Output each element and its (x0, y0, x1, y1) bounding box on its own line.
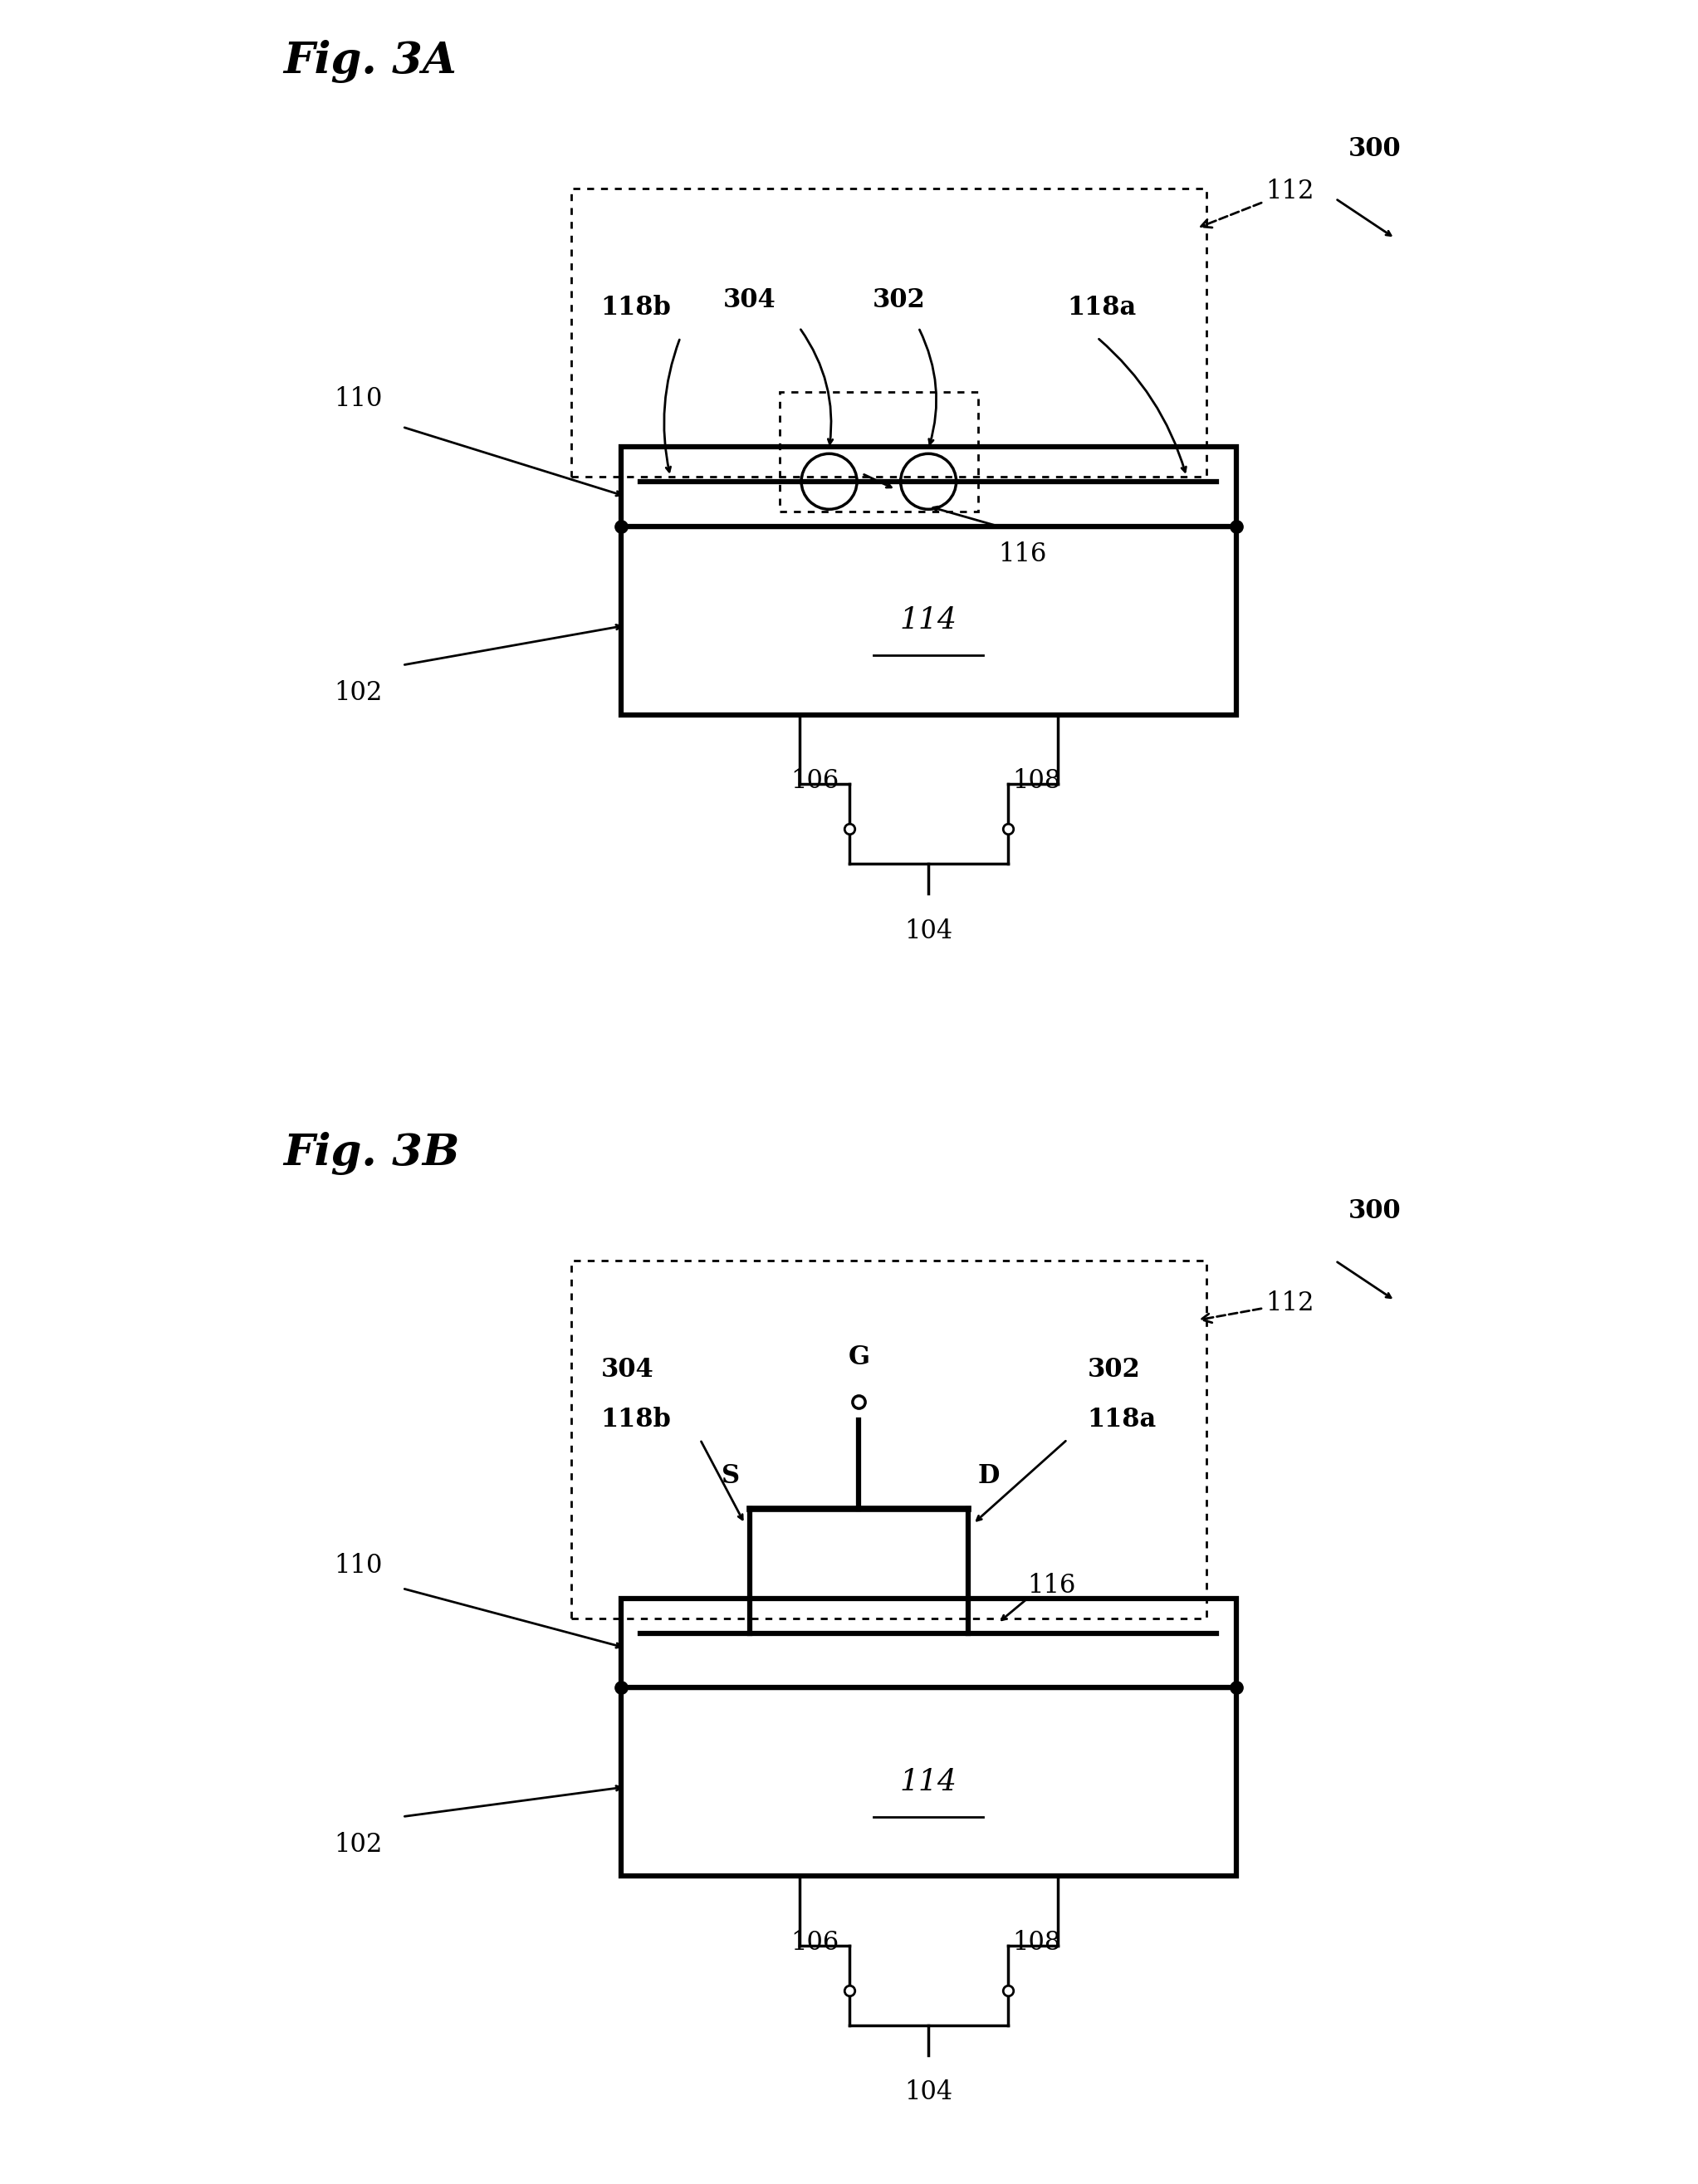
Text: 114: 114 (900, 1767, 958, 1795)
Text: 116: 116 (1027, 1572, 1077, 1599)
Text: 106: 106 (791, 1931, 839, 1955)
Bar (621, 526, 1236, 714)
Bar (621, 1688, 1236, 1876)
Text: 118b: 118b (601, 1406, 671, 1433)
Text: 108: 108 (1012, 769, 1061, 795)
Text: S: S (722, 1463, 740, 1489)
Text: 110: 110 (335, 387, 382, 413)
Bar (571, 1260, 1206, 1618)
Text: 300: 300 (1348, 135, 1401, 162)
Text: 302: 302 (873, 286, 925, 312)
Bar (571, 188, 1206, 476)
Text: 112: 112 (1200, 1291, 1314, 1324)
Text: 118a: 118a (1068, 295, 1136, 321)
Text: Fig. 3B: Fig. 3B (284, 1131, 460, 1175)
Text: 102: 102 (335, 679, 382, 705)
Text: D: D (978, 1463, 1000, 1489)
Text: 304: 304 (601, 1356, 654, 1382)
Text: 116: 116 (998, 542, 1046, 568)
Text: 300: 300 (1348, 1199, 1401, 1223)
Text: 108: 108 (1012, 1931, 1061, 1955)
Bar (621, 448, 1236, 526)
Text: 118a: 118a (1087, 1406, 1156, 1433)
Text: 102: 102 (335, 1832, 382, 1856)
Text: 104: 104 (905, 2079, 953, 2105)
Text: 118b: 118b (601, 295, 671, 321)
Text: 302: 302 (1087, 1356, 1139, 1382)
Text: 304: 304 (723, 286, 776, 312)
Text: Fig. 3A: Fig. 3A (284, 39, 457, 83)
Text: 106: 106 (791, 769, 839, 795)
Text: 112: 112 (1200, 179, 1314, 227)
Bar (621, 1599, 1236, 1688)
Text: 104: 104 (905, 917, 953, 943)
Text: G: G (847, 1343, 869, 1369)
Text: 110: 110 (335, 1553, 382, 1579)
Text: 114: 114 (900, 607, 958, 636)
Bar (779, 393, 978, 511)
